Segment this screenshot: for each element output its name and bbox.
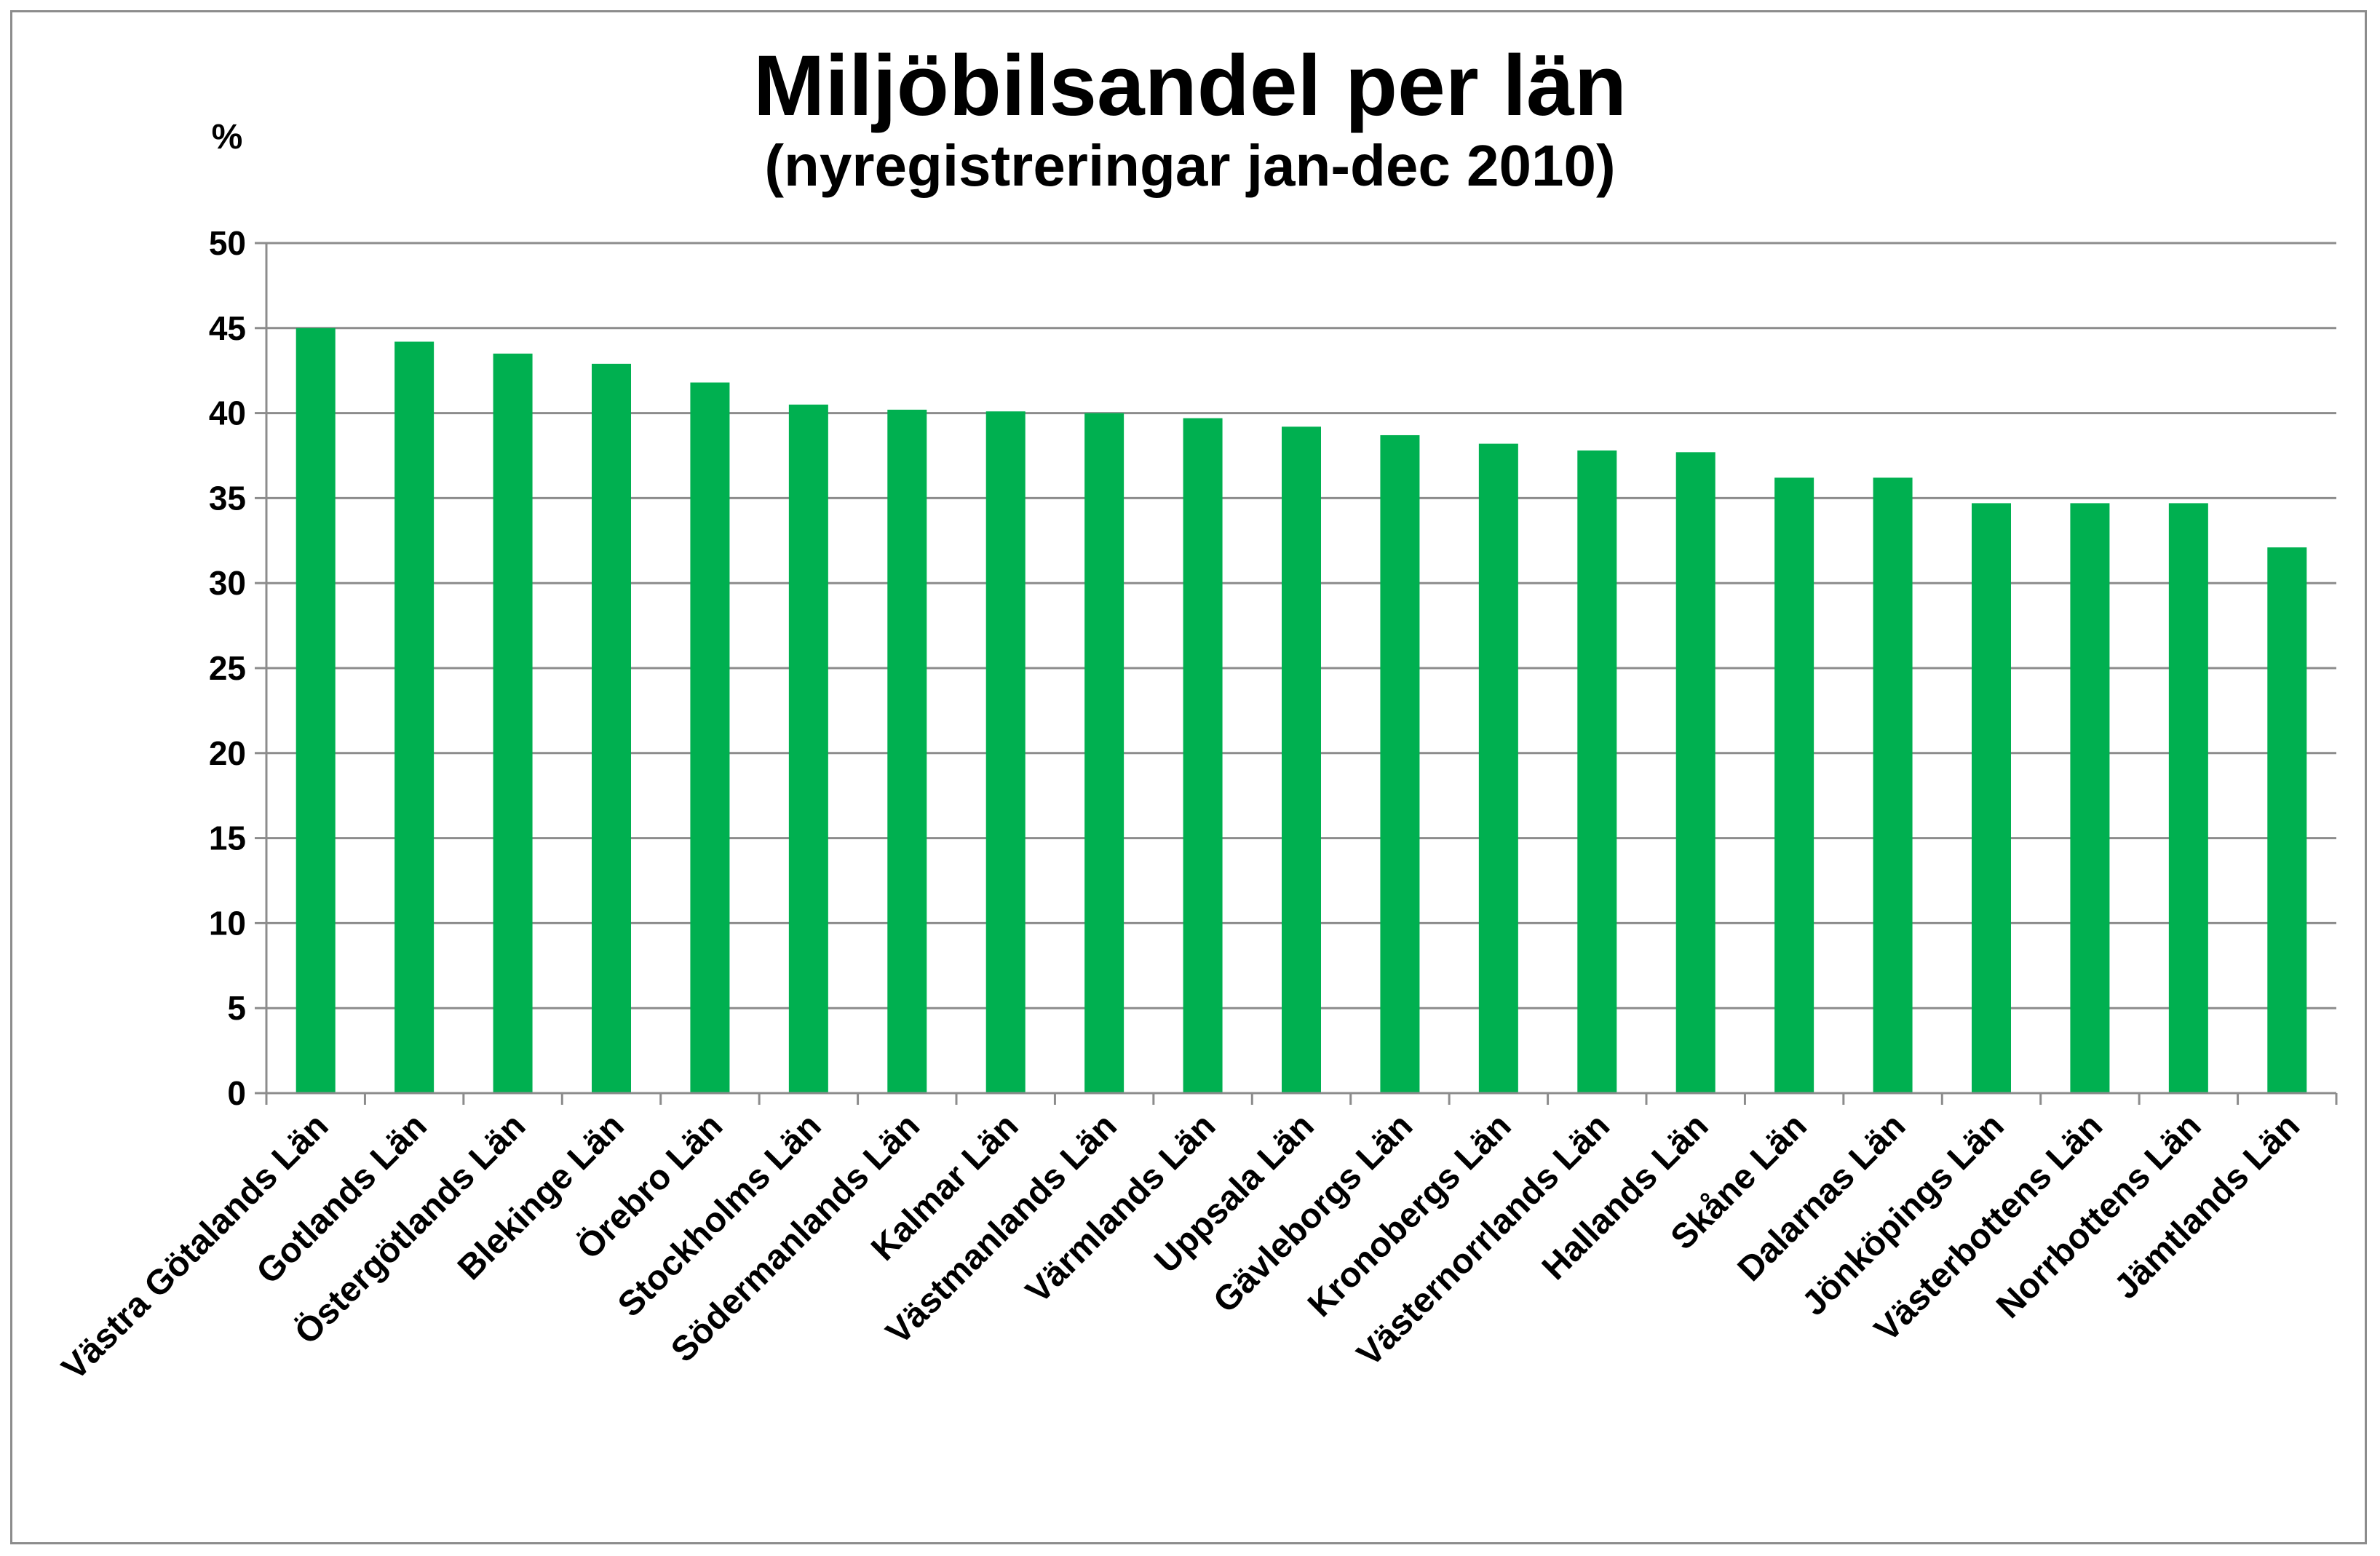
y-tick-label: 50 bbox=[209, 224, 246, 262]
bar bbox=[1084, 413, 1124, 1093]
bar bbox=[2267, 547, 2307, 1093]
axes bbox=[255, 242, 2338, 1105]
bar bbox=[2168, 503, 2208, 1093]
x-tick-label: Gotlands Län bbox=[250, 1106, 435, 1291]
y-tick-label: 25 bbox=[209, 649, 246, 687]
bar bbox=[985, 411, 1026, 1093]
x-tick-label: Dalarnas Län bbox=[1731, 1106, 1913, 1289]
y-tick-labels: 0 5 10 15 20 25 30 35 40 45 50 bbox=[209, 224, 246, 1112]
x-tick-label: Jämtlands Län bbox=[2107, 1106, 2307, 1306]
bar bbox=[1873, 477, 1913, 1093]
y-tick-label: 45 bbox=[209, 309, 246, 347]
bar bbox=[1282, 426, 1321, 1093]
y-axis-unit-label: % bbox=[212, 118, 243, 156]
bar bbox=[1774, 477, 1814, 1093]
y-tick-label: 40 bbox=[209, 394, 246, 432]
y-tick-label: 10 bbox=[209, 904, 246, 942]
y-tick-label: 20 bbox=[209, 734, 246, 772]
bar bbox=[1577, 450, 1617, 1093]
bar bbox=[1183, 418, 1223, 1093]
chart-subtitle: (nyregistreringar jan-dec 2010) bbox=[764, 133, 1615, 198]
bar bbox=[1972, 503, 2011, 1093]
y-tick-label: 5 bbox=[227, 989, 246, 1027]
bar bbox=[592, 363, 631, 1094]
bars bbox=[295, 328, 2307, 1094]
bar bbox=[1478, 443, 1518, 1093]
chart-title: Miljöbilsandel per län bbox=[753, 38, 1627, 134]
y-tick-label: 35 bbox=[209, 479, 246, 517]
y-tick-label: 0 bbox=[227, 1074, 246, 1112]
bar bbox=[690, 382, 730, 1093]
bar bbox=[2070, 503, 2110, 1093]
bar bbox=[887, 409, 927, 1093]
bar bbox=[295, 328, 336, 1093]
bar bbox=[1380, 434, 1420, 1093]
y-tick-label: 30 bbox=[209, 564, 246, 602]
bar bbox=[394, 341, 435, 1093]
bar bbox=[788, 404, 828, 1093]
y-tick-label: 15 bbox=[209, 819, 246, 857]
bar bbox=[493, 353, 533, 1094]
bar bbox=[1675, 452, 1715, 1093]
